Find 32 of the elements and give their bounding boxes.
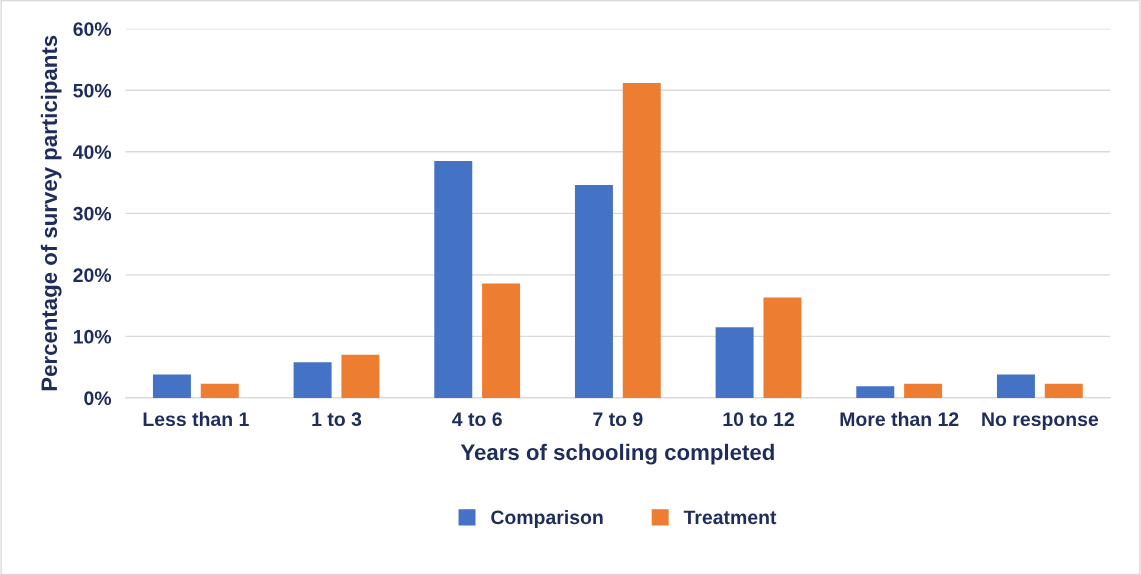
bar (341, 354, 380, 398)
bar (856, 386, 895, 398)
bar (152, 374, 191, 398)
y-axis-title: Percentage of survey participants (40, 35, 62, 391)
x-tick-label: 10 to 12 (723, 412, 794, 427)
x-tick-label: Less than 1 (143, 411, 249, 427)
x-tick-label: 1 to 3 (312, 412, 362, 427)
y-tick-label: 10% (73, 329, 112, 344)
bar (574, 185, 613, 398)
y-tick-label: 50% (73, 83, 112, 98)
x-tick-label: 4 to 6 (452, 412, 502, 427)
bar (293, 362, 332, 398)
bar (763, 297, 802, 398)
y-tick-label: 60% (73, 22, 112, 36)
bar (200, 383, 239, 398)
x-axis-title: Years of schooling completed (460, 443, 774, 465)
y-tick-label: 20% (73, 268, 112, 283)
x-tick-label: More than 12 (840, 411, 959, 427)
legend-label: Treatment (683, 510, 777, 525)
y-tick-label: 40% (73, 145, 112, 160)
bar (715, 327, 754, 398)
x-tick-label: No response (982, 412, 1099, 430)
legend-label: Comparison (491, 509, 603, 529)
bar (1044, 383, 1083, 398)
y-tick-label: 30% (73, 206, 112, 221)
bar (622, 82, 661, 398)
x-tick-label: 7 to 9 (593, 412, 643, 427)
bar (434, 161, 473, 398)
y-tick-label: 0% (84, 391, 112, 406)
bar (482, 283, 521, 398)
bar (996, 374, 1035, 398)
bar (904, 383, 943, 398)
